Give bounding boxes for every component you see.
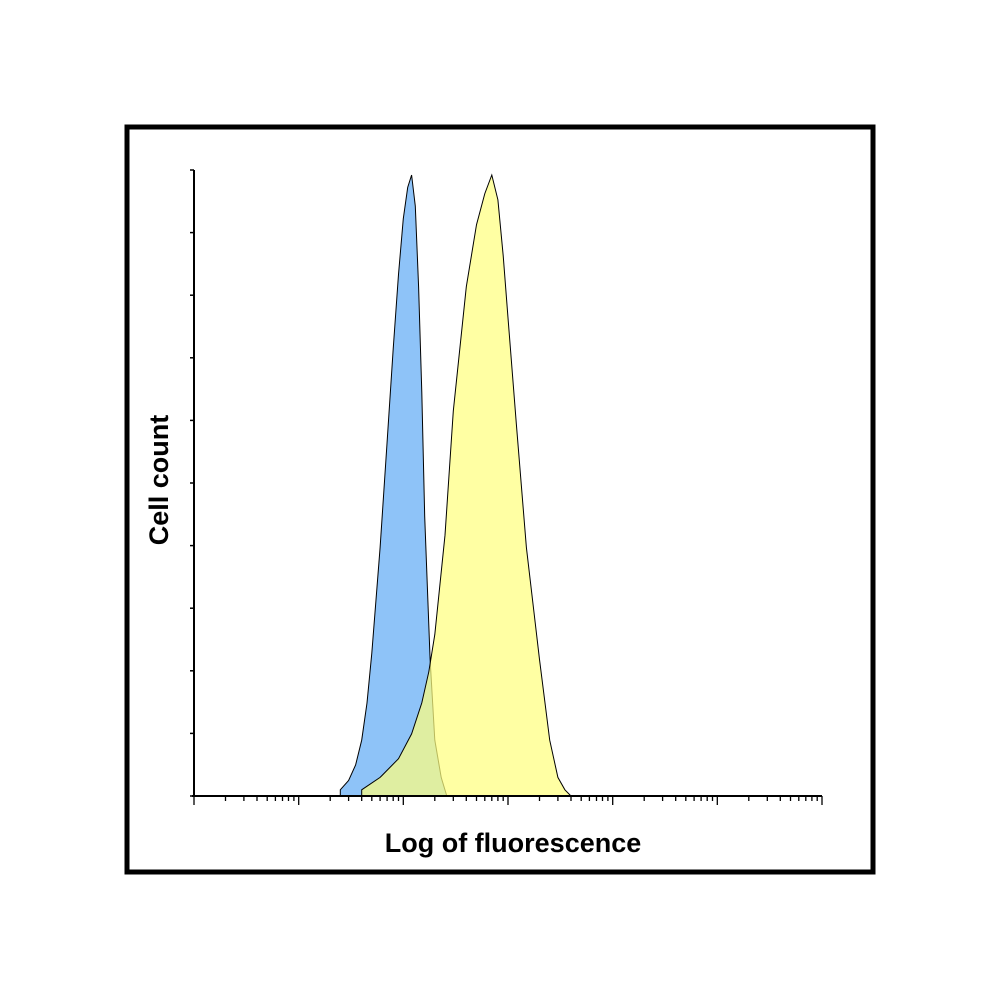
x-axis-label: Log of fluorescence xyxy=(385,828,642,858)
tick-layer xyxy=(190,169,823,805)
y-axis-label: Cell count xyxy=(144,415,174,546)
series-layer xyxy=(339,173,573,797)
series-area-2 xyxy=(361,173,573,797)
